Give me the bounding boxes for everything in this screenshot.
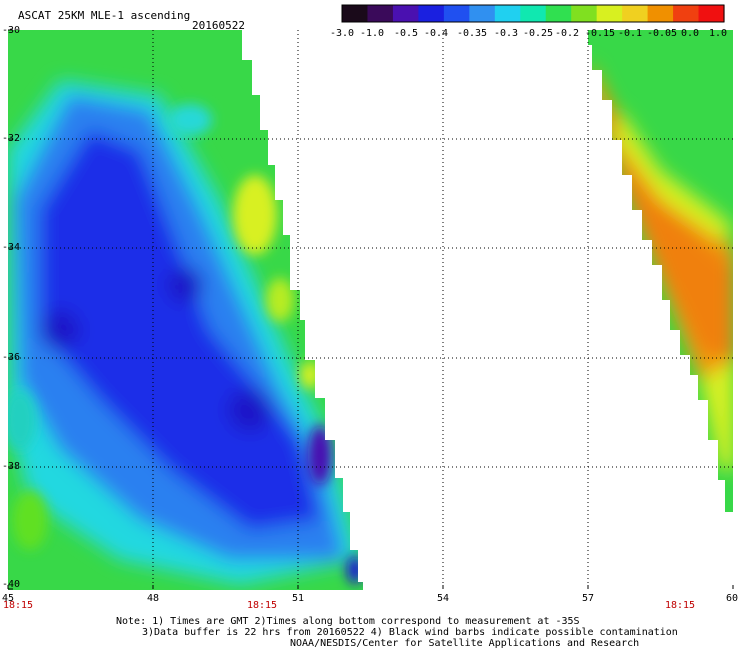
lat-label: -34 [2, 242, 21, 253]
colorbar-segment [571, 5, 598, 22]
axis-ticks [7, 29, 734, 590]
time-label: 18:15 [664, 600, 696, 611]
product-date: 20160522 [192, 19, 245, 32]
colorbar-segment [367, 5, 394, 22]
product-title: ASCAT 25KM MLE-1 ascending [18, 9, 191, 22]
colorbar-label: 1.0 [708, 28, 728, 39]
lat-label: -36 [2, 352, 21, 363]
colorbar-segment [469, 5, 496, 22]
colorbar-label: -0.5 [393, 28, 419, 39]
colorbar-label: -0.1 [617, 28, 643, 39]
footnote-line-3: NOAA/NESDIS/Center for Satellite Applica… [290, 638, 640, 649]
map-gridlines [8, 30, 733, 590]
colorbar-segment [673, 5, 700, 22]
colorbar [341, 4, 725, 23]
colorbar-segment [545, 5, 572, 22]
colorbar-label: -0.4 [423, 28, 449, 39]
colorbar-segment [418, 5, 445, 22]
footnote-line-2: 3)Data buffer is 22 hrs from 20160522 4)… [142, 627, 678, 638]
colorbar-label: -0.15 [584, 28, 616, 39]
colorbar-label: -0.05 [646, 28, 678, 39]
time-label: 18:15 [246, 600, 278, 611]
colorbar-segment [443, 5, 470, 22]
colorbar-segment [342, 5, 369, 22]
right-swath [588, 30, 733, 512]
colorbar-label: -0.25 [522, 28, 554, 39]
time-label: 18:15 [2, 600, 34, 611]
lat-label: -38 [2, 461, 21, 472]
colorbar-label: -0.2 [554, 28, 580, 39]
colorbar-border [341, 4, 725, 23]
colorbar-segment [647, 5, 674, 22]
lon-label: 57 [581, 593, 595, 604]
lon-label: 51 [291, 593, 305, 604]
footnote-line-1: Note: 1) Times are GMT 2)Times along bot… [116, 616, 580, 627]
colorbar-label: -1.0 [359, 28, 385, 39]
lon-label: 45 [1, 593, 15, 604]
colorbar-segment [392, 5, 419, 22]
colorbar-segment [596, 5, 623, 22]
colorbar-label: -0.3 [493, 28, 519, 39]
colorbar-segment [520, 5, 547, 22]
lon-label: 54 [436, 593, 450, 604]
colorbar-segment [494, 5, 521, 22]
left-swath [8, 30, 363, 590]
colorbar-label: -0.35 [456, 28, 488, 39]
lat-label: -30 [2, 25, 21, 36]
colorbar-segment [622, 5, 649, 22]
lon-label: 60 [725, 593, 739, 604]
lon-label: 48 [146, 593, 160, 604]
lat-label: -32 [2, 133, 21, 144]
lat-label: -40 [2, 579, 21, 590]
colorbar-label: -3.0 [329, 28, 355, 39]
colorbar-segment [698, 5, 725, 22]
colorbar-label: 0.0 [680, 28, 700, 39]
